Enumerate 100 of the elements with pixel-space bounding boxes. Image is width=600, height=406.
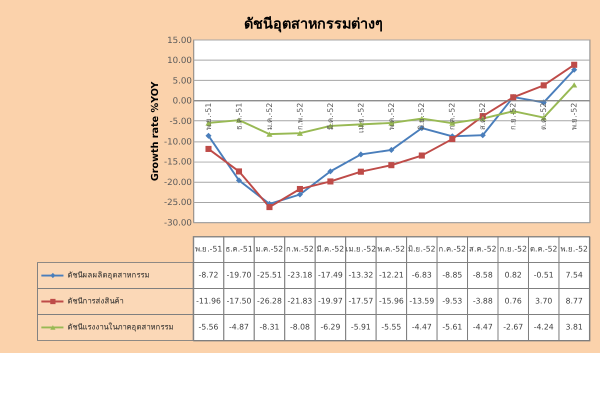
point bbox=[296, 130, 303, 136]
category-label: ต.ค.-52 bbox=[539, 102, 548, 130]
data-label: -4.87 bbox=[229, 322, 250, 332]
point bbox=[571, 82, 578, 88]
data-label: -9.53 bbox=[442, 296, 462, 306]
x-tick-label: ส.ค.-52 bbox=[469, 244, 497, 254]
y-tick-label: 15.00 bbox=[167, 36, 192, 46]
category-label: มี.ค.-52 bbox=[326, 102, 335, 130]
data-label: 0.76 bbox=[504, 296, 522, 306]
data-label: -23.18 bbox=[288, 270, 312, 280]
y-tick-label: -30.00 bbox=[164, 218, 192, 229]
x-tick-label: พ.ย.-51 bbox=[194, 244, 222, 254]
point bbox=[571, 62, 578, 68]
y-tick-label: 5.00 bbox=[172, 76, 192, 86]
y-axis-title: Growth rate %YOY bbox=[150, 80, 162, 182]
data-label: -4.47 bbox=[412, 322, 432, 332]
point bbox=[266, 204, 272, 210]
point bbox=[449, 136, 456, 142]
x-tick-label: มี.ค.-52 bbox=[316, 244, 344, 254]
y-tick-label: -20.00 bbox=[164, 178, 192, 188]
data-label: -0.51 bbox=[534, 270, 554, 280]
x-tick-label: พ.ย.-52 bbox=[560, 244, 588, 254]
y-tick-label: -5.00 bbox=[169, 117, 192, 128]
category-label: มิ.ย.-52 bbox=[417, 102, 426, 130]
point bbox=[236, 168, 242, 174]
y-tick-label: -15.00 bbox=[164, 158, 192, 168]
data-label: -13.32 bbox=[348, 270, 374, 280]
data-label: -21.83 bbox=[288, 296, 312, 306]
data-label: -5.61 bbox=[442, 322, 462, 332]
category-label: พ.ย.-52 bbox=[570, 102, 579, 130]
data-label: 0.82 bbox=[504, 270, 522, 280]
point bbox=[236, 177, 242, 184]
data-label: -8.08 bbox=[290, 322, 310, 332]
x-tick-label: ก.ค.-52 bbox=[438, 244, 466, 254]
point bbox=[388, 162, 394, 168]
category-label: เม.ย.-52 bbox=[356, 102, 366, 134]
category-label: ก.ค.-52 bbox=[448, 102, 457, 130]
data-label: -13.59 bbox=[409, 296, 434, 306]
data-label: 3.70 bbox=[535, 296, 552, 306]
x-tick-label: ธ.ค.-51 bbox=[225, 244, 253, 254]
data-label: 3.81 bbox=[566, 322, 583, 332]
legend-label: ดัชนีแรงงานในภาคอุตสาหกรรม bbox=[67, 322, 174, 332]
y-tick-label: -10.00 bbox=[164, 137, 192, 148]
category-label: พ.ค.-52 bbox=[386, 102, 396, 130]
data-label: -15.96 bbox=[378, 296, 404, 306]
category-label: ส.ค.-52 bbox=[478, 102, 488, 130]
data-label: -19.70 bbox=[226, 270, 252, 280]
data-label: -17.49 bbox=[318, 270, 343, 280]
data-label: -6.29 bbox=[320, 322, 340, 332]
y-tick-label: 10.00 bbox=[167, 56, 192, 66]
data-label: 8.77 bbox=[566, 296, 583, 306]
data-label: -12.21 bbox=[378, 270, 404, 280]
chart-title: ดัชนีอุตสาหกรรมต่างๆ bbox=[244, 15, 383, 32]
data-label: -3.88 bbox=[472, 296, 493, 306]
data-label: -2.67 bbox=[503, 322, 524, 332]
data-label: -6.83 bbox=[412, 270, 432, 280]
point bbox=[540, 82, 547, 88]
point bbox=[327, 168, 334, 174]
data-label: -11.96 bbox=[196, 296, 221, 306]
y-tick-label: 0.00 bbox=[172, 96, 192, 107]
y-tick-label: -25.00 bbox=[164, 198, 192, 208]
category-label: ม.ค.-52 bbox=[264, 102, 274, 130]
category-label: ธ.ค.-51 bbox=[234, 102, 244, 130]
data-label: -8.85 bbox=[442, 270, 462, 280]
data-label: -8.31 bbox=[260, 322, 280, 332]
data-label: -17.50 bbox=[226, 296, 252, 306]
data-label: -5.91 bbox=[350, 322, 371, 332]
point bbox=[205, 146, 212, 152]
point bbox=[296, 191, 303, 198]
x-tick-label: พ.ค.-52 bbox=[378, 244, 406, 254]
x-tick-label: มิ.ย.-52 bbox=[408, 244, 436, 254]
point bbox=[266, 131, 272, 137]
data-label: 7.54 bbox=[566, 270, 583, 280]
data-label: -5.55 bbox=[381, 322, 402, 332]
point bbox=[388, 146, 394, 153]
data-label: -4.24 bbox=[534, 322, 554, 332]
legend-label: ดัชนีผลผลิตอุตสาหกรรม bbox=[67, 270, 150, 280]
point bbox=[205, 132, 212, 139]
data-label: -5.56 bbox=[198, 322, 219, 332]
category-label: พ.ย.-51 bbox=[204, 102, 213, 130]
point bbox=[358, 151, 364, 158]
x-tick-label: ก.ย.-52 bbox=[500, 244, 528, 254]
legend-label: ดัชนีการส่งสินค้า bbox=[67, 296, 124, 306]
point bbox=[418, 152, 425, 159]
point bbox=[296, 186, 303, 192]
point bbox=[358, 168, 364, 175]
x-tick-label: เม.ย.-52 bbox=[346, 244, 376, 254]
data-label: -25.51 bbox=[257, 270, 282, 280]
x-tick-label: ก.พ.-52 bbox=[286, 244, 314, 254]
x-tick-label: ต.ค.-52 bbox=[530, 244, 558, 254]
data-label: -17.57 bbox=[348, 296, 374, 306]
data-label: -8.72 bbox=[198, 270, 219, 280]
data-label: -8.58 bbox=[472, 270, 493, 280]
data-label: -26.28 bbox=[257, 296, 282, 306]
data-label: -4.47 bbox=[472, 322, 493, 332]
category-label: ก.พ.-52 bbox=[295, 102, 304, 130]
category-label: ก.ย.-52 bbox=[508, 102, 518, 130]
x-tick-label: ม.ค.-52 bbox=[256, 244, 284, 254]
data-label: -19.97 bbox=[318, 296, 343, 306]
point bbox=[327, 178, 334, 184]
